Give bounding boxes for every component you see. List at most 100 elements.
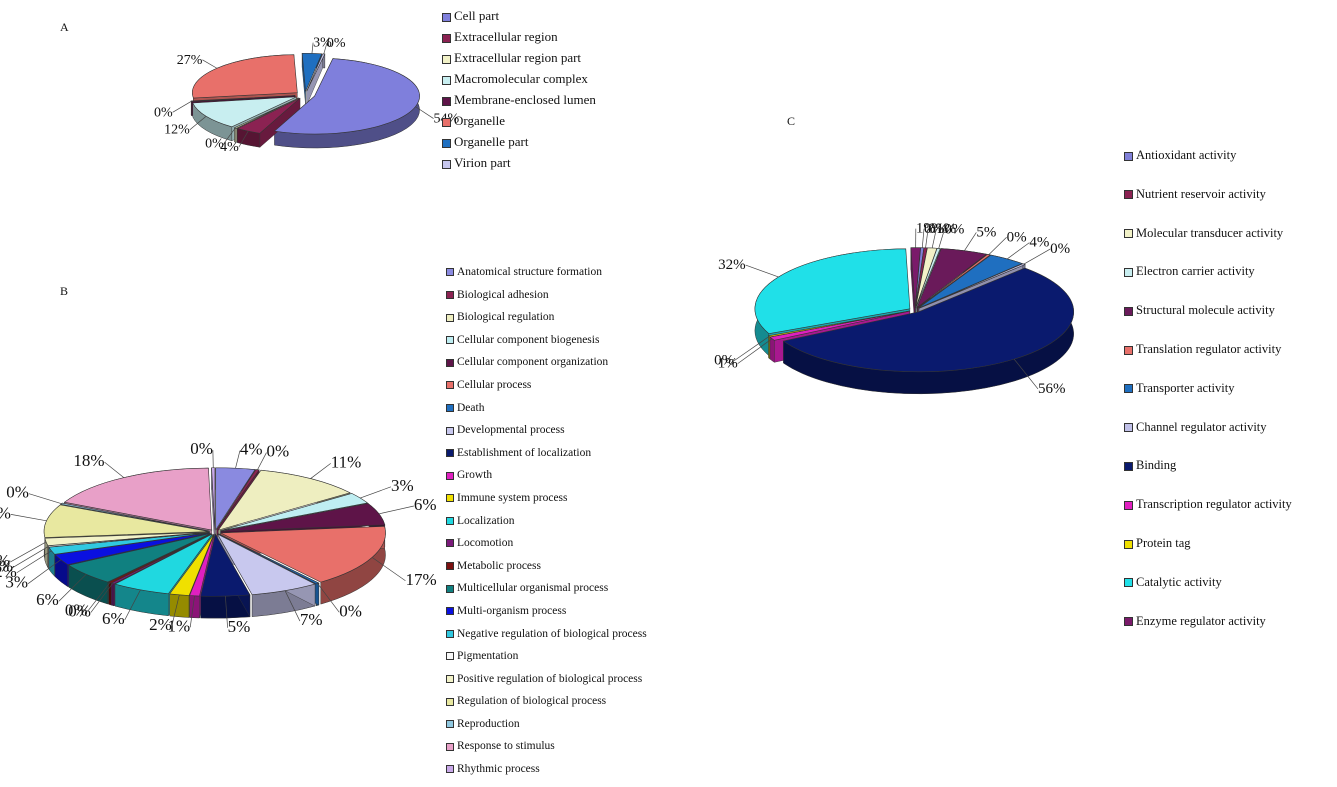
slice-side-locomotion bbox=[111, 583, 114, 606]
legend-label: Cellular component organization bbox=[457, 356, 608, 368]
legend-swatch bbox=[1124, 190, 1133, 199]
data-label: 12% bbox=[164, 123, 190, 138]
leader-line bbox=[1024, 249, 1050, 264]
data-label: 0% bbox=[714, 353, 734, 369]
legend-item-nutrient-reservoir-activity: Nutrient reservoir activity bbox=[1124, 188, 1292, 227]
legend-item-macromolecular-complex: Macromolecular complex bbox=[442, 72, 596, 93]
leader-line bbox=[310, 463, 330, 478]
leader-line bbox=[379, 506, 414, 514]
legend-label: Reproduction bbox=[457, 718, 520, 730]
legend-swatch bbox=[446, 562, 454, 570]
legend-item-multi-organism-process: Multi-organism process bbox=[446, 606, 647, 629]
legend-item-binding: Binding bbox=[1124, 459, 1292, 498]
legend-swatch bbox=[446, 381, 454, 389]
legend-swatch bbox=[446, 720, 454, 728]
legend-swatch bbox=[446, 427, 454, 435]
legend-label: Cell part bbox=[454, 8, 499, 23]
legend-swatch bbox=[446, 268, 454, 276]
legend-label: Regulation of biological process bbox=[457, 695, 606, 707]
data-label: 0% bbox=[1007, 229, 1027, 245]
pie-chart-a: 54%4%0%12%0%27%3%0% bbox=[150, 20, 440, 180]
data-label: 9% bbox=[0, 503, 11, 522]
leader-line bbox=[202, 60, 216, 68]
legend-a: Cell part Extracellular region Extracellul… bbox=[442, 9, 596, 177]
slice-side-growth bbox=[190, 596, 200, 618]
data-label: 0% bbox=[205, 137, 224, 152]
legend-item-structural-molecule-activity: Structural molecule activity bbox=[1124, 304, 1292, 343]
data-label: 0% bbox=[339, 601, 362, 620]
legend-label: Enzyme regulator activity bbox=[1136, 614, 1266, 628]
legend-item-growth: Growth bbox=[446, 470, 647, 493]
legend-label: Electron carrier activity bbox=[1136, 264, 1255, 278]
legend-item-molecular-transducer-activity: Molecular transducer activity bbox=[1124, 227, 1292, 266]
legend-item-transcription-regulator-activity: Transcription regulator activity bbox=[1124, 498, 1292, 537]
data-label: 0% bbox=[65, 600, 88, 619]
legend-item-developmental-process: Developmental process bbox=[446, 425, 647, 448]
leader-line bbox=[746, 265, 779, 277]
data-label: 6% bbox=[36, 590, 59, 609]
legend-item-translation-regulator-activity: Translation regulator activity bbox=[1124, 343, 1292, 382]
legend-item-negative-regulation-of-biological-process: Negative regulation of biological proces… bbox=[446, 629, 647, 652]
legend-swatch bbox=[1124, 423, 1133, 432]
legend-swatch bbox=[446, 743, 454, 751]
data-label: 32% bbox=[718, 257, 746, 273]
legend-label: Extracellular region bbox=[454, 29, 558, 44]
legend-swatch bbox=[446, 698, 454, 706]
legend-label: Biological regulation bbox=[457, 311, 554, 323]
legend-swatch bbox=[1124, 346, 1133, 355]
leader-line bbox=[11, 514, 47, 520]
legend-swatch bbox=[1124, 617, 1133, 626]
legend-label: Membrane-enclosed lumen bbox=[454, 92, 596, 107]
pie-chart-c: 0%0%1%0%5%0%4%0%56%1%0%32%1% bbox=[730, 170, 1090, 470]
legend-item-channel-regulator-activity: Channel regulator activity bbox=[1124, 421, 1292, 460]
legend-swatch bbox=[1124, 229, 1133, 238]
legend-swatch bbox=[446, 404, 454, 412]
legend-label: Virion part bbox=[454, 155, 511, 170]
legend-item-death: Death bbox=[446, 403, 647, 426]
data-label: 1% bbox=[916, 221, 936, 237]
legend-item-catalytic-activity: Catalytic activity bbox=[1124, 576, 1292, 615]
legend-label: Death bbox=[457, 402, 484, 414]
data-label: 11% bbox=[331, 452, 362, 471]
legend-swatch bbox=[446, 359, 454, 367]
legend-item-membrane-enclosed-lumen: Membrane-enclosed lumen bbox=[442, 93, 596, 114]
legend-swatch bbox=[1124, 540, 1133, 549]
legend-swatch bbox=[446, 494, 454, 502]
data-label: 2% bbox=[0, 551, 10, 570]
legend-label: Cellular component biogenesis bbox=[457, 334, 599, 346]
legend-label: Structural molecule activity bbox=[1136, 303, 1275, 317]
slice-side-transcription-regulator-activity bbox=[770, 337, 774, 362]
legend-item-locomotion: Locomotion bbox=[446, 538, 647, 561]
legend-label: Developmental process bbox=[457, 424, 565, 436]
leader-line bbox=[173, 101, 192, 112]
data-label: 56% bbox=[1038, 381, 1066, 397]
data-label: 17% bbox=[405, 570, 436, 589]
legend-label: Immune system process bbox=[457, 492, 568, 504]
panel-label-b: B bbox=[60, 284, 68, 299]
legend-item-anatomical-structure-formation: Anatomical structure formation bbox=[446, 267, 647, 290]
panel-label-a: A bbox=[60, 20, 69, 35]
legend-item-rhythmic-process: Rhythmic process bbox=[446, 764, 647, 787]
legend-label: Biological adhesion bbox=[457, 289, 549, 301]
slice-organelle bbox=[192, 55, 297, 98]
data-label: 0% bbox=[327, 36, 346, 51]
legend-swatch bbox=[442, 160, 451, 169]
legend-label: Binding bbox=[1136, 458, 1176, 472]
data-label: 0% bbox=[6, 483, 29, 502]
legend-swatch bbox=[442, 76, 451, 85]
data-label: 5% bbox=[228, 617, 251, 636]
legend-label: Pigmentation bbox=[457, 650, 518, 662]
data-label: 6% bbox=[102, 609, 125, 628]
legend-item-cell-part: Cell part bbox=[442, 9, 596, 30]
legend-item-extracellular-region-part: Extracellular region part bbox=[442, 51, 596, 72]
legend-item-pigmentation: Pigmentation bbox=[446, 651, 647, 674]
legend-item-cellular-component-biogenesis: Cellular component biogenesis bbox=[446, 335, 647, 358]
legend-swatch bbox=[1124, 578, 1133, 587]
data-label: 18% bbox=[73, 451, 104, 470]
legend-item-extracellular-region: Extracellular region bbox=[442, 30, 596, 51]
legend-label: Negative regulation of biological proces… bbox=[457, 628, 647, 640]
legend-item-protein-tag: Protein tag bbox=[1124, 537, 1292, 576]
data-label: 7% bbox=[300, 610, 323, 629]
legend-swatch bbox=[442, 139, 451, 148]
